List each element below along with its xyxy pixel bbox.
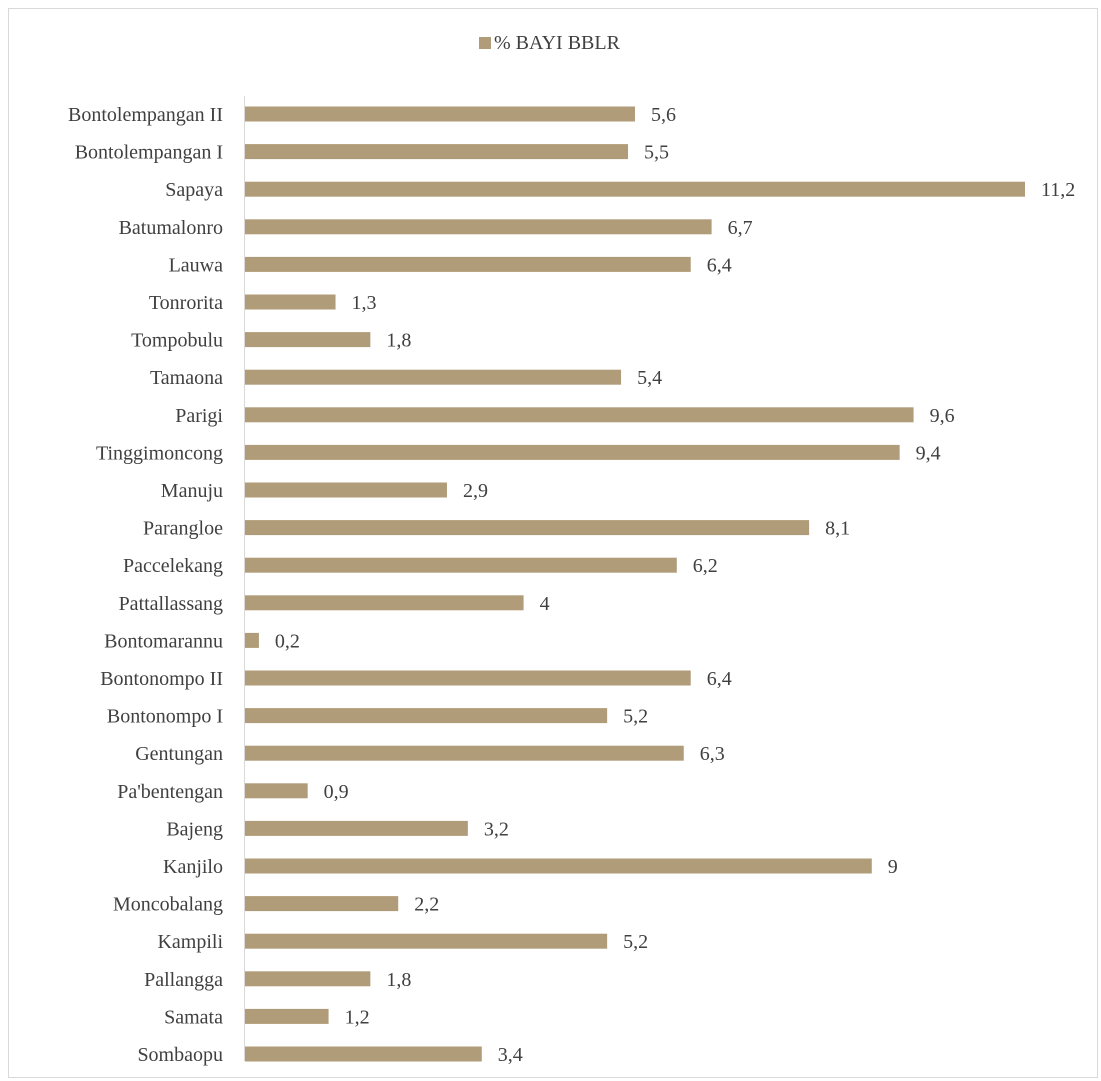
data-label: 1,3	[352, 292, 377, 314]
category-label: Parigi	[175, 405, 223, 427]
data-label: 3,4	[498, 1044, 523, 1066]
category-label: Tamaona	[150, 367, 223, 389]
value-labels: 5,6 5,5 11,2 6,7 6,4 1,3 1,8 5,4 9,6 9,4 2,9 8,1 6,2…	[275, 104, 1075, 1066]
bar	[245, 670, 691, 686]
category-label: Paccelekang	[123, 555, 223, 577]
bar	[245, 106, 635, 122]
bar	[245, 181, 1025, 197]
bar	[245, 1046, 482, 1062]
category-label: Tinggimoncong	[96, 442, 223, 464]
data-label: 5,4	[637, 367, 662, 389]
bar	[245, 144, 629, 160]
category-label: Kanjilo	[163, 856, 223, 878]
data-label: 5,2	[623, 706, 648, 728]
category-label: Bontolempangan II	[68, 104, 223, 126]
bar	[245, 933, 608, 949]
category-label: Sapaya	[165, 179, 223, 201]
bar	[245, 595, 524, 611]
category-label: Bontomarannu	[104, 630, 223, 652]
data-label: 2,2	[414, 894, 439, 916]
bar	[245, 858, 872, 874]
data-label: 5,2	[623, 931, 648, 953]
bar	[245, 1008, 329, 1024]
bars	[245, 106, 1025, 1062]
data-label: 6,2	[693, 555, 718, 577]
legend-label: % BAYI BBLR	[494, 32, 621, 54]
bar	[245, 482, 447, 498]
data-label: 6,3	[700, 743, 725, 765]
category-label: Parangloe	[143, 518, 223, 540]
data-label: 0,9	[324, 781, 349, 803]
data-label: 2,9	[463, 480, 488, 502]
data-label: 9,4	[916, 442, 941, 464]
data-label: 5,5	[644, 142, 669, 164]
bar	[245, 294, 336, 310]
category-label: Lauwa	[169, 254, 224, 276]
category-label: Bontolempangan I	[75, 142, 223, 164]
category-label: Manuju	[161, 480, 223, 502]
category-label: Tompobulu	[131, 330, 223, 352]
category-label: Pallangga	[144, 969, 223, 991]
bar	[245, 557, 677, 573]
data-label: 3,2	[484, 818, 509, 840]
category-label: Sombaopu	[137, 1044, 223, 1066]
bar	[245, 896, 399, 912]
bar	[245, 369, 622, 385]
bar	[245, 745, 684, 761]
category-label: Pa'bentengan	[117, 781, 223, 803]
data-label: 9,6	[930, 405, 955, 427]
category-label: Tonrorita	[149, 292, 223, 314]
data-label: 4	[540, 593, 550, 615]
data-label: 9	[888, 856, 898, 878]
category-label: Bontonompo I	[107, 706, 223, 728]
bar	[245, 407, 914, 423]
category-labels: Bontolempangan II Bontolempangan I Sapaya B…	[68, 104, 223, 1066]
data-label: 11,2	[1041, 179, 1075, 201]
data-label: 1,8	[386, 969, 411, 991]
data-label: 6,4	[707, 668, 732, 690]
bar	[245, 219, 712, 235]
legend: % BAYI BBLR	[479, 32, 621, 54]
bar	[245, 708, 608, 724]
data-label: 0,2	[275, 630, 300, 652]
bar	[245, 971, 371, 987]
category-label: Bajeng	[166, 818, 223, 840]
category-label: Bontonompo II	[100, 668, 223, 690]
legend-swatch	[479, 37, 491, 49]
category-label: Kampili	[157, 931, 223, 953]
bar	[245, 783, 308, 799]
bar	[245, 332, 371, 348]
data-label: 8,1	[825, 518, 850, 540]
bar	[245, 820, 468, 836]
bar	[245, 520, 810, 536]
category-label: Samata	[164, 1006, 223, 1028]
data-label: 6,7	[728, 217, 753, 239]
category-label: Pattallassang	[119, 593, 223, 615]
category-label: Gentungan	[135, 743, 223, 765]
category-label: Batumalonro	[119, 217, 223, 239]
data-label: 1,8	[386, 330, 411, 352]
data-label: 6,4	[707, 254, 732, 276]
data-label: 5,6	[651, 104, 676, 126]
data-label: 1,2	[345, 1006, 370, 1028]
bar	[245, 256, 691, 272]
bar	[245, 444, 900, 460]
bar	[245, 632, 259, 648]
category-label: Moncobalang	[113, 894, 223, 916]
